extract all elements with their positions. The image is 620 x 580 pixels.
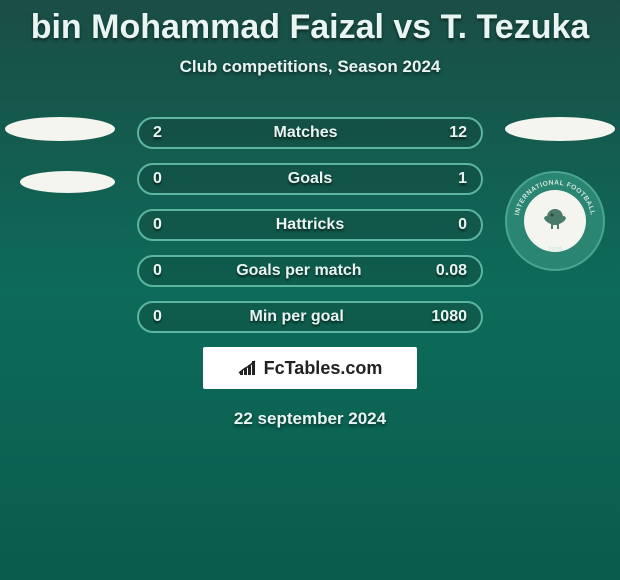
stat-left-value: 0 [153, 262, 162, 280]
left-badge-placeholder-1 [5, 117, 115, 141]
stat-left-value: 0 [153, 170, 162, 188]
stat-row-min-per-goal: 0 Min per goal 1080 [137, 301, 483, 333]
stat-row-matches: 2 Matches 12 [137, 117, 483, 149]
left-team-badges [5, 117, 115, 223]
crest-ring-text: INTERNATIONAL FOOTBALL 1974 [507, 173, 603, 269]
right-club-crest: INTERNATIONAL FOOTBALL 1974 [505, 171, 605, 271]
stat-label: Matches [274, 124, 338, 142]
right-badge-placeholder-1 [505, 117, 615, 141]
stat-left-value: 0 [153, 308, 162, 326]
stat-right-value: 12 [449, 124, 467, 142]
source-logo: FcTables.com [238, 358, 383, 379]
stat-left-value: 0 [153, 216, 162, 234]
footer-date: 22 september 2024 [0, 409, 620, 429]
stat-right-value: 0.08 [436, 262, 467, 280]
left-badge-placeholder-2 [20, 171, 115, 193]
stat-row-hattricks: 0 Hattricks 0 [137, 209, 483, 241]
stat-right-value: 1080 [431, 308, 467, 326]
stat-label: Min per goal [250, 308, 344, 326]
page-title: bin Mohammad Faizal vs T. Tezuka [0, 0, 620, 47]
bar-chart-icon [238, 359, 260, 377]
source-logo-box: FcTables.com [203, 347, 417, 389]
stat-right-value: 1 [458, 170, 467, 188]
stat-label: Goals per match [236, 262, 361, 280]
svg-text:1974: 1974 [547, 246, 563, 254]
comparison-content: INTERNATIONAL FOOTBALL 1974 2 Matches 12… [0, 117, 620, 429]
stat-left-value: 2 [153, 124, 162, 142]
svg-text:INTERNATIONAL FOOTBALL: INTERNATIONAL FOOTBALL [514, 179, 596, 216]
logo-label: FcTables.com [264, 358, 383, 379]
stat-row-goals-per-match: 0 Goals per match 0.08 [137, 255, 483, 287]
stat-row-goals: 0 Goals 1 [137, 163, 483, 195]
stat-label: Goals [288, 170, 332, 188]
subtitle: Club competitions, Season 2024 [0, 57, 620, 77]
stat-label: Hattricks [276, 216, 344, 234]
stat-right-value: 0 [458, 216, 467, 234]
stat-bars: 2 Matches 12 0 Goals 1 0 Hattricks 0 0 G… [137, 117, 483, 333]
right-team-badges: INTERNATIONAL FOOTBALL 1974 [505, 117, 615, 271]
